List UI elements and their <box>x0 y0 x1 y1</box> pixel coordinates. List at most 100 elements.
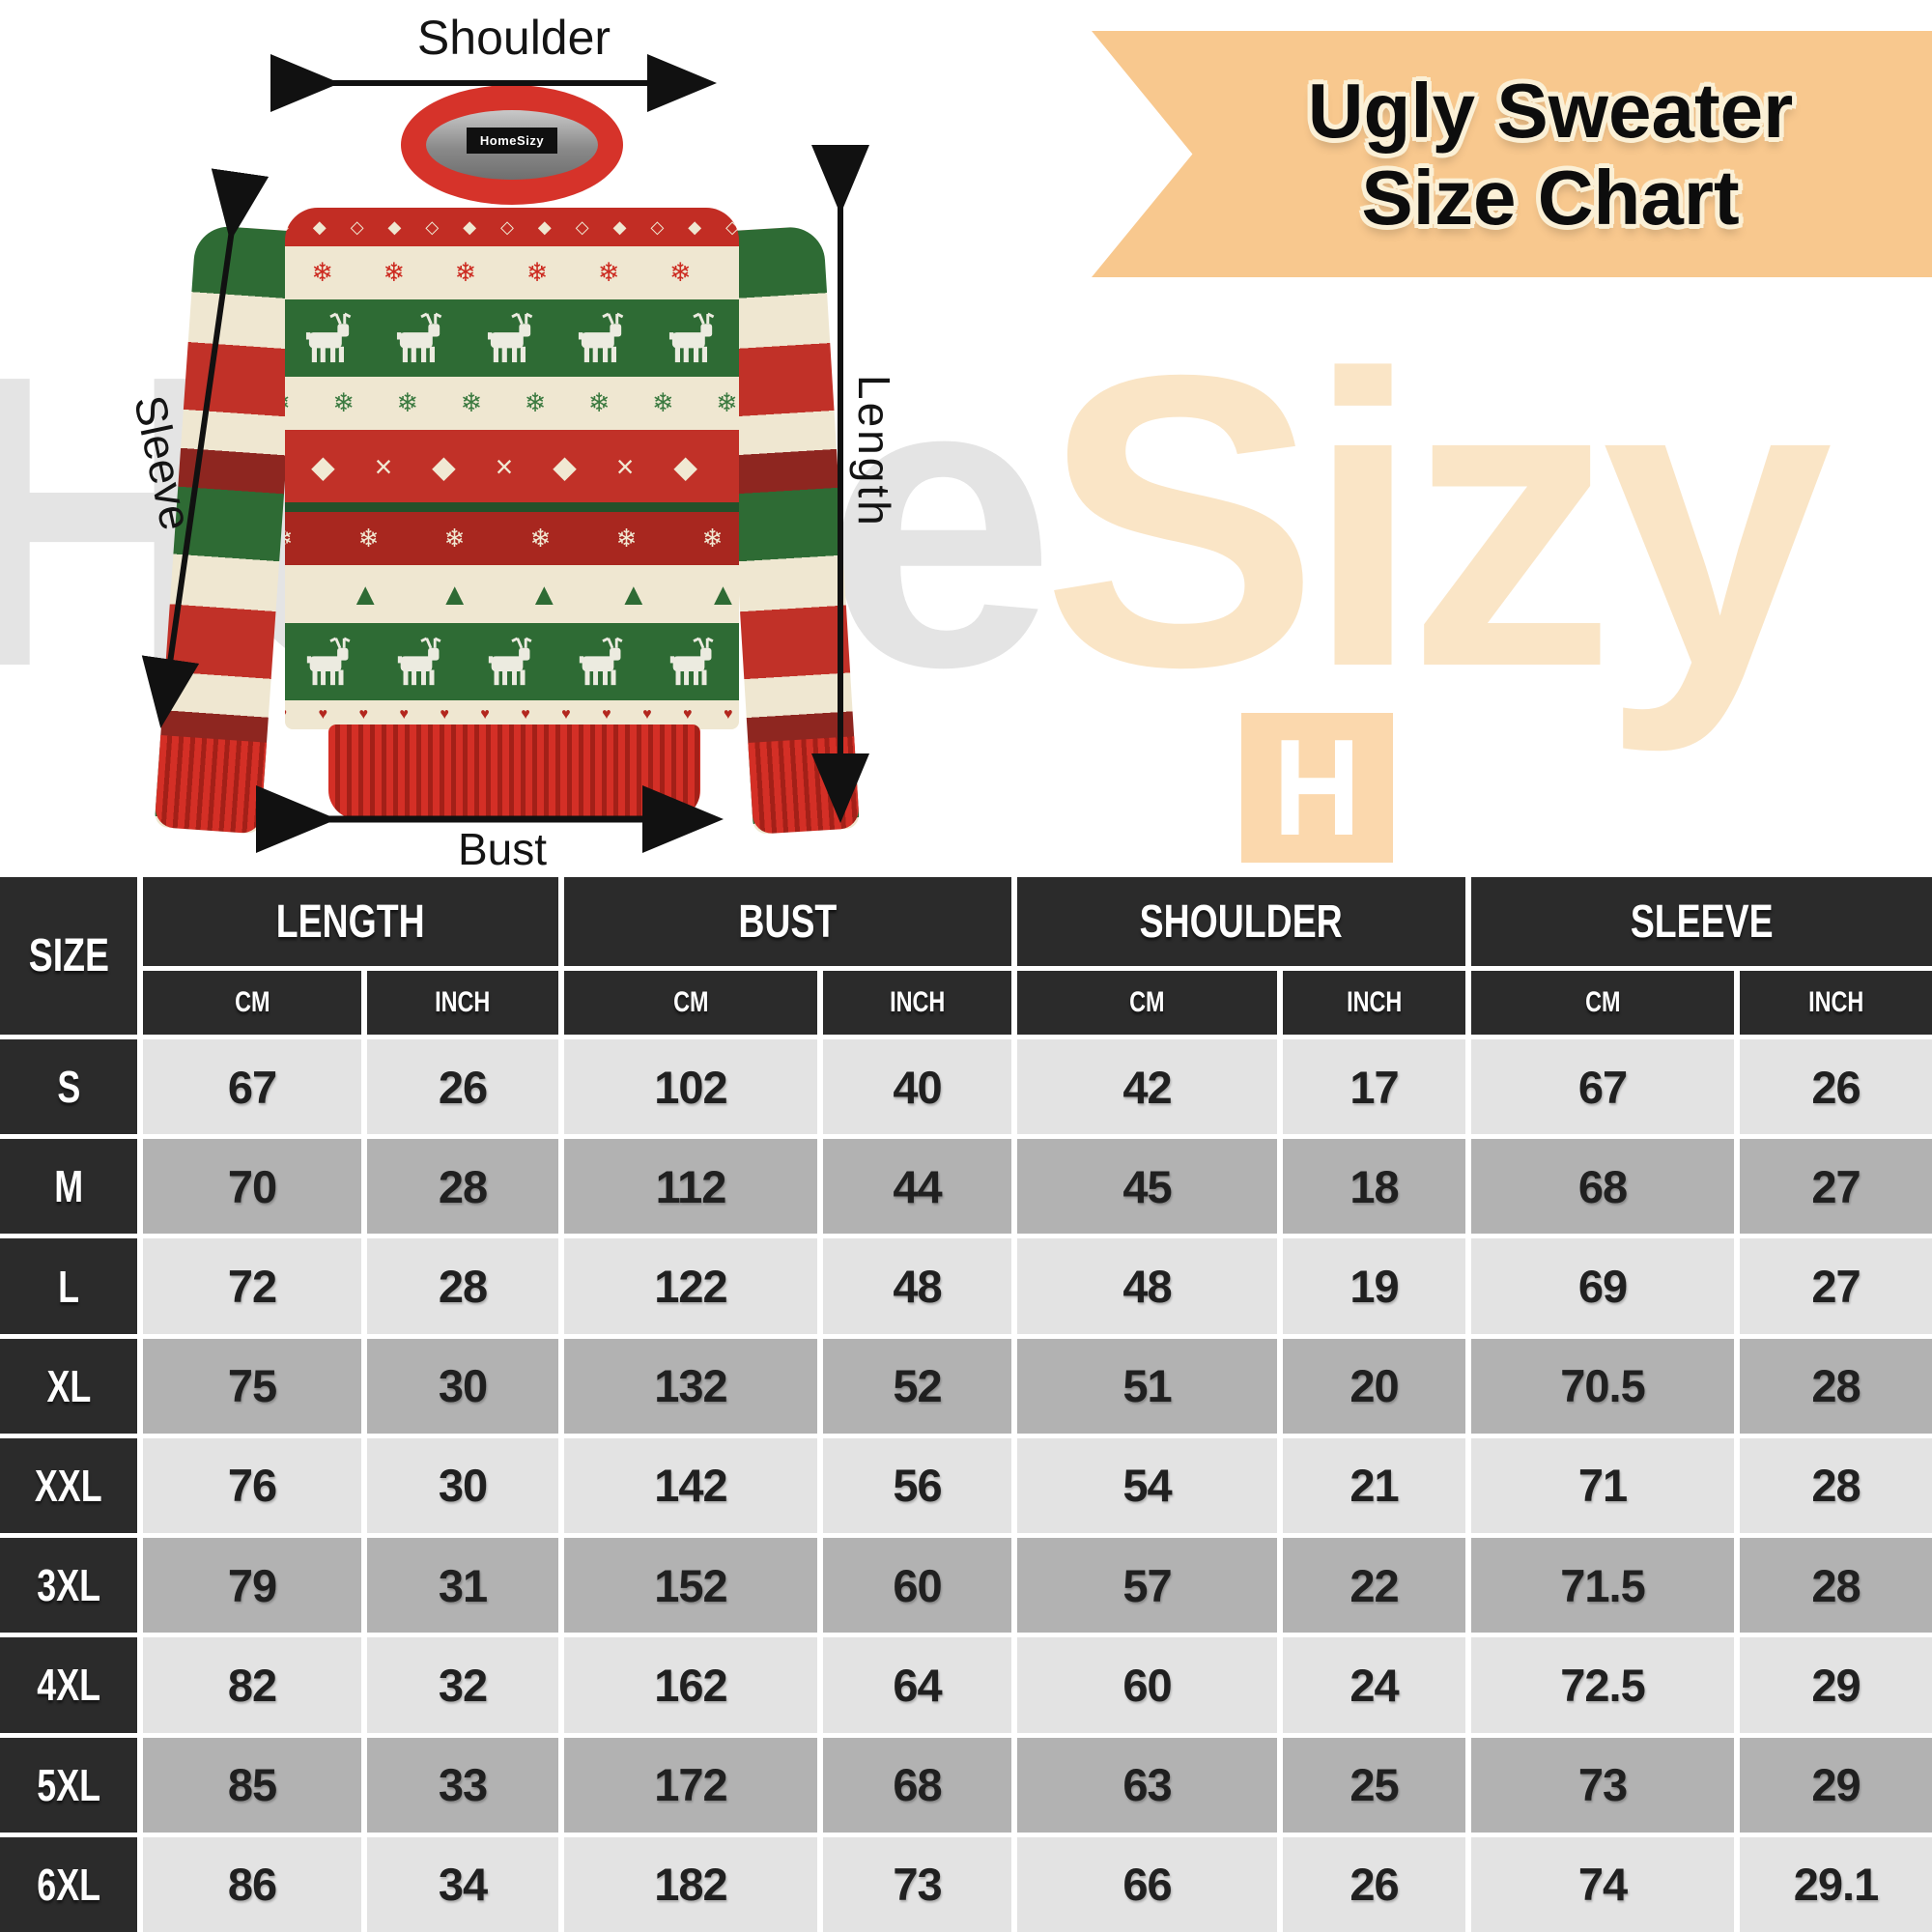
size-value-cell: 132 <box>564 1338 817 1434</box>
size-value-cell: 34 <box>367 1836 558 1932</box>
size-value-cell: 28 <box>1740 1538 1932 1634</box>
sweater-photo: ◇ ◆ ◇ ◆ ◇ ◆ ◇ ◆ ◇ ◆ ◇ ◆ ◇ ❄ ❄ ❄ ❄ ❄ ❄ ❄ … <box>0 0 966 879</box>
size-value-cell: 122 <box>564 1238 817 1334</box>
unit-header-inch: INCH <box>367 971 558 1035</box>
size-value-cell: 68 <box>823 1737 1011 1833</box>
size-value-cell: 162 <box>564 1637 817 1733</box>
size-row-label: XL <box>0 1338 137 1434</box>
size-value-cell: 70.5 <box>1471 1338 1734 1434</box>
size-value-cell: 79 <box>143 1538 361 1634</box>
unit-header-inch: INCH <box>1740 971 1932 1035</box>
size-value-cell: 75 <box>143 1338 361 1434</box>
size-value-cell: 17 <box>1283 1039 1465 1135</box>
size-value-cell: 18 <box>1283 1139 1465 1235</box>
size-value-cell: 40 <box>823 1039 1011 1135</box>
length-label: Length <box>849 375 899 528</box>
unit-header-inch: INCH <box>1283 971 1465 1035</box>
size-value-cell: 57 <box>1017 1538 1277 1634</box>
size-value-cell: 48 <box>1017 1238 1277 1334</box>
size-value-cell: 45 <box>1017 1139 1277 1235</box>
size-table: SIZE LENGTH BUST SHOULDER SLEEVE CM INCH… <box>0 877 1932 1932</box>
size-value-cell: 68 <box>1471 1139 1734 1235</box>
shoulder-label: Shoulder <box>416 11 611 65</box>
size-value-cell: 152 <box>564 1538 817 1634</box>
size-row-label: XXL <box>0 1437 137 1534</box>
unit-header-cm: CM <box>143 971 361 1035</box>
sleeve-arrow <box>141 168 270 728</box>
knit-band-diamond-cross: ◆ × ◆ × ◆ × ◆ × ◆ × ◆ <box>285 430 739 502</box>
unit-header-cm: CM <box>564 971 817 1035</box>
size-value-cell: 28 <box>367 1238 558 1334</box>
size-row-label: 3XL <box>0 1538 137 1634</box>
size-value-cell: 26 <box>367 1039 558 1135</box>
size-value-cell: 29 <box>1740 1637 1932 1733</box>
size-value-cell: 112 <box>564 1139 817 1235</box>
brand-h-logo: H <box>1241 711 1393 865</box>
size-value-cell: 26 <box>1740 1039 1932 1135</box>
size-value-cell: 66 <box>1017 1836 1277 1932</box>
size-value-cell: 30 <box>367 1437 558 1534</box>
size-value-cell: 73 <box>823 1836 1011 1932</box>
size-row-label: 5XL <box>0 1737 137 1833</box>
size-value-cell: 48 <box>823 1238 1011 1334</box>
size-row-label: L <box>0 1238 137 1334</box>
sleeve-group-header: SLEEVE <box>1471 877 1932 966</box>
size-value-cell: 33 <box>367 1737 558 1833</box>
knit-band-snowflakes-green: ❄ ❄ ❄ ❄ ❄ ❄ ❄ ❄ <box>285 377 739 430</box>
size-value-cell: 56 <box>823 1437 1011 1534</box>
size-value-cell: 29 <box>1740 1737 1932 1833</box>
size-value-cell: 71 <box>1471 1437 1734 1534</box>
size-value-cell: 182 <box>564 1836 817 1932</box>
size-value-cell: 19 <box>1283 1238 1465 1334</box>
size-value-cell: 72 <box>143 1238 361 1334</box>
knit-band-reindeer <box>285 299 739 377</box>
bust-group-header: BUST <box>564 877 1011 966</box>
size-value-cell: 102 <box>564 1039 817 1135</box>
size-value-cell: 51 <box>1017 1338 1277 1434</box>
size-value-cell: 73 <box>1471 1737 1734 1833</box>
size-value-cell: 72.5 <box>1471 1637 1734 1733</box>
size-value-cell: 27 <box>1740 1139 1932 1235</box>
brand-h-letter: H <box>1273 710 1361 865</box>
size-value-cell: 24 <box>1283 1637 1465 1733</box>
knit-band-divider <box>285 502 739 512</box>
shoulder-group-header: SHOULDER <box>1017 877 1465 966</box>
size-column-header: SIZE <box>0 877 137 1035</box>
measurement-arrows <box>141 54 869 853</box>
title-line-1: Ugly Sweater <box>1307 67 1794 154</box>
sweater-body: ◇ ◆ ◇ ◆ ◇ ◆ ◇ ◆ ◇ ◆ ◇ ◆ ◇ ❄ ❄ ❄ ❄ ❄ ❄ ❄ … <box>285 208 739 729</box>
knit-band-reindeer <box>285 623 739 700</box>
size-value-cell: 27 <box>1740 1238 1932 1334</box>
size-value-cell: 69 <box>1471 1238 1734 1334</box>
size-value-cell: 22 <box>1283 1538 1465 1634</box>
length-group-header: LENGTH <box>143 877 558 966</box>
size-value-cell: 30 <box>367 1338 558 1434</box>
size-value-cell: 31 <box>367 1538 558 1634</box>
size-value-cell: 54 <box>1017 1437 1277 1534</box>
size-row-label: 6XL <box>0 1836 137 1932</box>
size-value-cell: 20 <box>1283 1338 1465 1434</box>
size-value-cell: 29.1 <box>1740 1836 1932 1932</box>
size-value-cell: 67 <box>1471 1039 1734 1135</box>
size-value-cell: 76 <box>143 1437 361 1534</box>
size-value-cell: 32 <box>367 1637 558 1733</box>
unit-header-cm: CM <box>1017 971 1277 1035</box>
size-row-label: S <box>0 1039 137 1135</box>
size-value-cell: 52 <box>823 1338 1011 1434</box>
size-value-cell: 44 <box>823 1139 1011 1235</box>
size-value-cell: 21 <box>1283 1437 1465 1534</box>
size-value-cell: 63 <box>1017 1737 1277 1833</box>
size-value-cell: 25 <box>1283 1737 1465 1833</box>
size-value-cell: 172 <box>564 1737 817 1833</box>
title-line-2: Size Chart <box>1361 154 1740 241</box>
size-row-label: 4XL <box>0 1637 137 1733</box>
size-value-cell: 67 <box>143 1039 361 1135</box>
unit-header-inch: INCH <box>823 971 1011 1035</box>
size-value-cell: 26 <box>1283 1836 1465 1932</box>
size-value-cell: 74 <box>1471 1836 1734 1932</box>
unit-header-cm: CM <box>1471 971 1734 1035</box>
knit-band-trees: ▲ ▲ ▲ ▲ ▲ ▲ ▲ ▲ <box>285 565 739 623</box>
size-value-cell: 42 <box>1017 1039 1277 1135</box>
size-value-cell: 28 <box>1740 1338 1932 1434</box>
